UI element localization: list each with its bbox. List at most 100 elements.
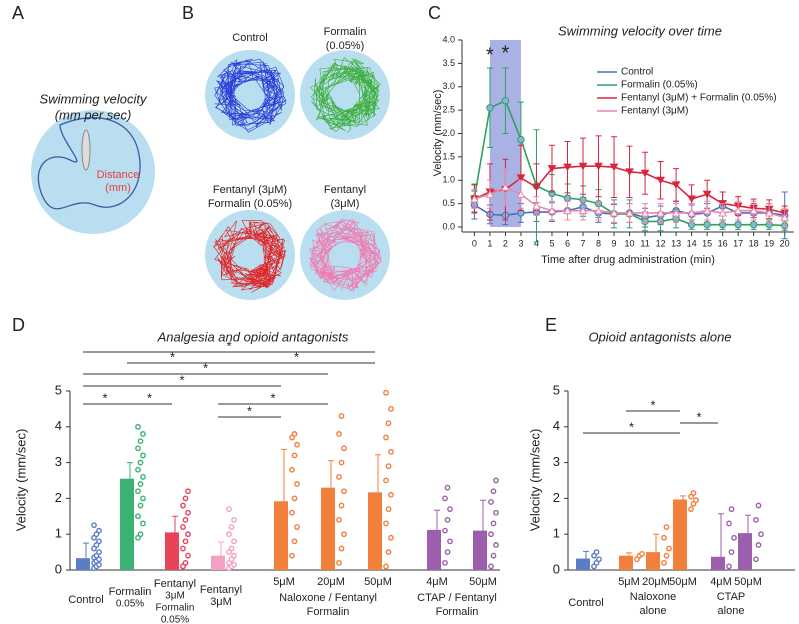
- trajectory: [213, 220, 287, 293]
- data-point: [593, 549, 600, 555]
- point: [547, 165, 557, 173]
- group-label: alone: [718, 605, 745, 617]
- data-point: [488, 499, 494, 505]
- x-tick-label: 50μM: [469, 576, 497, 588]
- data-point: [140, 474, 146, 480]
- data-point: [383, 389, 389, 396]
- error-bar: [745, 514, 751, 534]
- data-point: [291, 452, 298, 459]
- point: [594, 206, 603, 215]
- data-point: [493, 477, 499, 484]
- data-point: [137, 438, 144, 445]
- data-point: [96, 527, 102, 534]
- panel-label: E: [545, 315, 557, 335]
- data-point: [180, 502, 186, 509]
- significance-label: *: [294, 349, 299, 364]
- point: [547, 206, 557, 215]
- x-tick-label: 2: [503, 238, 508, 248]
- data-point: [226, 506, 232, 513]
- data-point: [661, 534, 667, 541]
- point: [501, 183, 510, 191]
- data-point: [383, 477, 389, 484]
- distance-label: Distance: [97, 169, 140, 181]
- data-point: [96, 549, 102, 555]
- data-point: [447, 538, 453, 545]
- y-tick-label: 3.5: [442, 58, 455, 68]
- x-tick-label: 13: [671, 238, 681, 248]
- point: [734, 220, 742, 229]
- chart-title: Opioid antagonists alone: [588, 329, 731, 344]
- y-tick-label: 4.0: [442, 34, 455, 44]
- bar: [165, 532, 179, 570]
- significance-label: *: [203, 360, 208, 375]
- point: [501, 97, 510, 105]
- data-point: [231, 516, 237, 523]
- data-point: [185, 531, 191, 538]
- error-bar: [434, 509, 440, 530]
- data-point: [182, 559, 189, 566]
- x-tick-label: 0.05%: [161, 615, 189, 624]
- chart-title: Analgesia and opioid antagonists: [157, 329, 349, 344]
- x-tick-label: 18: [749, 238, 759, 248]
- data-point: [231, 538, 237, 545]
- data-point: [666, 545, 672, 552]
- y-tick-label: 0.0: [442, 221, 455, 231]
- point: [718, 208, 728, 217]
- group-label: Naloxone / Fentanyl: [279, 592, 377, 604]
- arena-label: (3μM): [331, 198, 360, 210]
- bar: [321, 487, 335, 570]
- x-tick-label: 11: [640, 238, 649, 248]
- arena-label: Fentanyl: [324, 184, 366, 196]
- panel-a-subtitle: (mm per sec): [55, 107, 132, 122]
- significance-label: *: [247, 403, 252, 418]
- data-point: [341, 531, 347, 538]
- data-point: [688, 506, 694, 513]
- y-axis-label: Velocity (mm/sec): [432, 90, 444, 177]
- x-tick-label: 5μM: [618, 576, 640, 588]
- x-tick-label: 19: [764, 238, 774, 248]
- legend-label: Formalin (0.05%): [621, 80, 698, 91]
- data-point: [180, 545, 186, 552]
- data-point: [383, 520, 389, 527]
- point: [563, 194, 572, 202]
- error-bar: [172, 515, 178, 533]
- data-point: [490, 552, 497, 559]
- significance-label: *: [226, 338, 231, 353]
- significance-label: *: [696, 409, 701, 424]
- bar: [646, 552, 660, 570]
- x-tick-label: 50μM: [364, 576, 392, 588]
- data-point: [294, 524, 300, 530]
- significance-label: *: [270, 390, 275, 405]
- error-bar: [626, 552, 632, 556]
- x-tick-label: Control: [68, 594, 103, 606]
- data-point: [140, 520, 146, 527]
- data-point: [291, 538, 298, 545]
- data-point: [336, 559, 342, 566]
- data-point: [140, 495, 146, 502]
- data-point: [140, 452, 146, 459]
- arena: [31, 110, 155, 234]
- x-tick-label: 9: [612, 238, 617, 248]
- data-point: [493, 509, 499, 516]
- data-point: [135, 423, 141, 430]
- data-point: [228, 524, 235, 530]
- data-point: [341, 488, 347, 495]
- data-point: [388, 491, 394, 498]
- panel-a-title: Swimming velocity: [40, 91, 148, 106]
- x-tick-label: 16: [718, 238, 728, 248]
- bar: [711, 556, 725, 570]
- data-point: [185, 552, 191, 559]
- point: [517, 135, 525, 144]
- data-point: [388, 448, 394, 455]
- data-point: [693, 497, 699, 504]
- x-tick-label: 3μM: [210, 596, 232, 608]
- data-point: [490, 488, 497, 495]
- x-tick-label: 1: [487, 238, 492, 248]
- error-bar: [127, 462, 133, 479]
- bar: [673, 499, 687, 570]
- bar: [738, 533, 752, 570]
- point: [594, 162, 603, 171]
- bar: [576, 558, 590, 570]
- legend-label: Fentanyl (3μM) + Formalin (0.05%): [621, 93, 777, 104]
